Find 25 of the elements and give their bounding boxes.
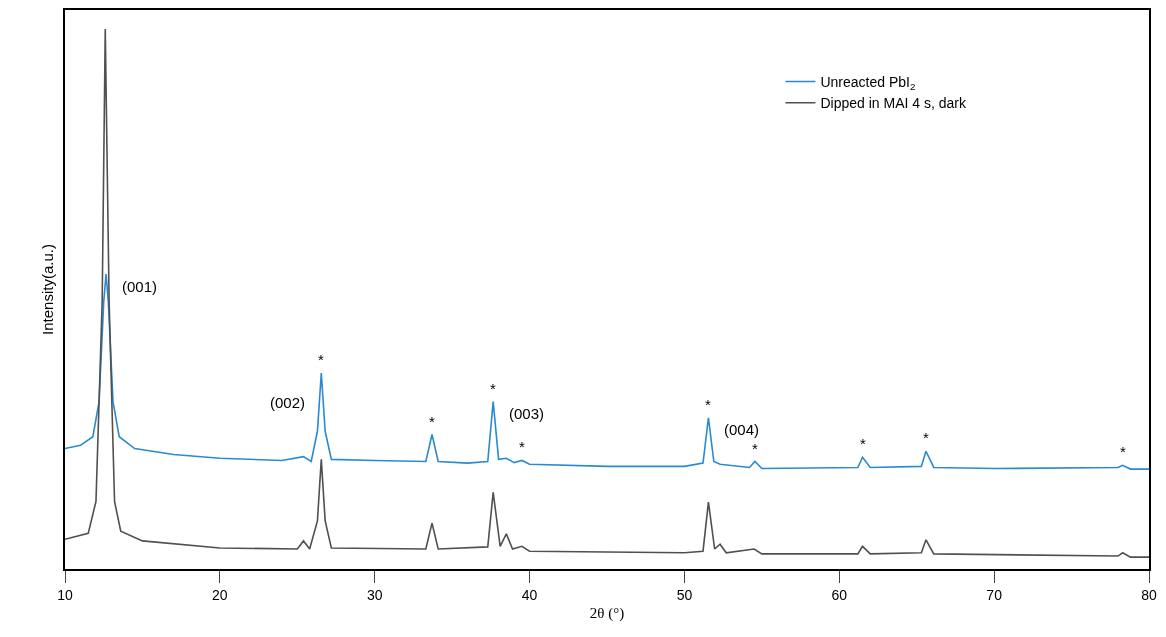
x-axis-title: 2θ (°) (589, 605, 625, 623)
annotation: (004) (724, 421, 760, 438)
annotation: * (519, 438, 525, 455)
annotation: * (318, 351, 324, 368)
x-tick-label: 70 (986, 586, 1003, 603)
annotation: * (860, 435, 866, 452)
annotation: * (429, 413, 435, 430)
y-axis-title: Intensity(a.u.) (39, 244, 56, 335)
annotation: * (1120, 443, 1126, 460)
annotation: (002) (270, 394, 306, 411)
x-tick-label: 40 (521, 586, 538, 603)
annotation: (003) (509, 405, 545, 422)
annotation: * (923, 429, 929, 446)
x-tick-label: 60 (831, 586, 848, 603)
legend-label: Unreacted PbI$_{2}$ (820, 73, 916, 92)
x-tick-label: 50 (676, 586, 693, 603)
annotation: * (752, 440, 758, 457)
legend-label: Dipped in MAI 4 s, dark (820, 95, 967, 112)
x-tick-label: 10 (57, 586, 73, 603)
x-tick-label: 20 (212, 586, 228, 603)
annotation: * (705, 396, 711, 413)
x-tick-label: 80 (1141, 586, 1157, 603)
x-tick-label: 30 (366, 586, 383, 603)
annotation: (001) (122, 278, 158, 295)
annotation: * (490, 380, 496, 397)
